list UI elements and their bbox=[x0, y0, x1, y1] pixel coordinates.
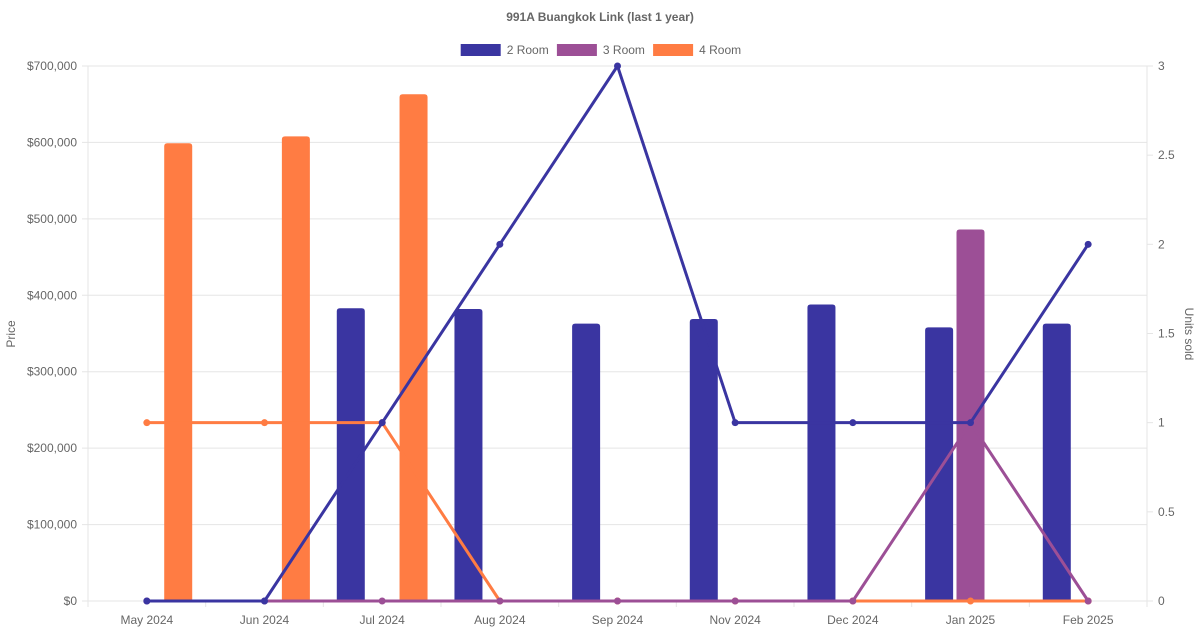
y2-tick-label: 1 bbox=[1158, 416, 1165, 430]
y-tick-label: $500,000 bbox=[27, 212, 77, 226]
bar-3-room bbox=[956, 229, 985, 602]
x-tick-label: Nov 2024 bbox=[709, 613, 761, 627]
y2-tick-label: 0.5 bbox=[1158, 505, 1175, 519]
bar-4-room bbox=[399, 94, 428, 602]
legend-label: 4 Room bbox=[699, 43, 741, 57]
x-tick-label: Jul 2024 bbox=[359, 613, 405, 627]
chart-title: 991A Buangkok Link (last 1 year) bbox=[506, 10, 694, 24]
point-3-room bbox=[731, 597, 739, 605]
x-tick-label: Dec 2024 bbox=[827, 613, 879, 627]
x-tick-label: Feb 2025 bbox=[1063, 613, 1114, 627]
point-4-room bbox=[261, 419, 268, 427]
lines bbox=[143, 62, 1092, 605]
bar-2-room bbox=[454, 309, 483, 601]
point-2-room bbox=[378, 419, 386, 427]
y-tick-label: $0 bbox=[64, 594, 78, 608]
y2-tick-label: 3 bbox=[1158, 59, 1165, 73]
point-3-room bbox=[614, 597, 621, 605]
point-3-room bbox=[496, 597, 504, 605]
x-tick-label: Jan 2025 bbox=[946, 613, 996, 627]
legend-swatch bbox=[460, 44, 501, 56]
y-tick-label: $100,000 bbox=[27, 518, 77, 532]
bar-4-room bbox=[164, 143, 193, 601]
point-2-room bbox=[261, 597, 268, 605]
y-axis-title: Price bbox=[4, 320, 18, 348]
bar-2-room bbox=[1042, 323, 1071, 601]
bars bbox=[164, 94, 1071, 602]
bar-2-room bbox=[689, 318, 718, 601]
y2-tick-label: 1.5 bbox=[1158, 327, 1175, 341]
x-tick-label: May 2024 bbox=[120, 613, 173, 627]
ticks: $0 $100,000 $200,000 $300,000 $400,000 $500,0… bbox=[27, 59, 1175, 627]
point-2-room bbox=[496, 240, 504, 248]
y-tick-label: $400,000 bbox=[27, 288, 77, 302]
legend-swatch bbox=[556, 44, 597, 56]
legend-label: 3 Room bbox=[603, 43, 645, 57]
x-tick-label: Jun 2024 bbox=[240, 613, 290, 627]
legend: 2 Room 3 Room 4 Room bbox=[460, 43, 741, 57]
y-tick-label: $700,000 bbox=[27, 59, 77, 73]
point-2-room bbox=[731, 419, 739, 427]
y2-tick-label: 2.5 bbox=[1158, 148, 1175, 162]
point-4-room bbox=[967, 597, 974, 605]
point-2-room bbox=[1084, 240, 1092, 248]
grid bbox=[82, 65, 1153, 607]
point-4-room bbox=[143, 419, 151, 427]
legend-label: 2 Room bbox=[507, 43, 549, 57]
point-3-room bbox=[378, 597, 386, 605]
y2-tick-label: 2 bbox=[1158, 237, 1165, 251]
point-2-room bbox=[967, 419, 974, 427]
point-2-room bbox=[614, 62, 621, 70]
bar-2-room bbox=[572, 323, 601, 601]
bar-2-room bbox=[807, 304, 836, 601]
bar-2-room bbox=[925, 327, 954, 601]
x-tick-label: Aug 2024 bbox=[474, 613, 526, 627]
y2-axis-title: Units sold bbox=[1182, 308, 1196, 361]
point-2-room bbox=[143, 597, 151, 605]
bar-4-room bbox=[281, 136, 310, 602]
x-tick-label: Sep 2024 bbox=[592, 613, 644, 627]
y-tick-label: $300,000 bbox=[27, 365, 77, 379]
legend-swatch bbox=[653, 44, 694, 56]
bar-2-room bbox=[336, 308, 365, 601]
y-tick-label: $200,000 bbox=[27, 441, 77, 455]
point-2-room bbox=[849, 419, 857, 427]
y-tick-label: $600,000 bbox=[27, 135, 77, 149]
point-3-room bbox=[1084, 597, 1092, 605]
y2-tick-label: 0 bbox=[1158, 594, 1165, 608]
point-3-room bbox=[849, 597, 857, 605]
